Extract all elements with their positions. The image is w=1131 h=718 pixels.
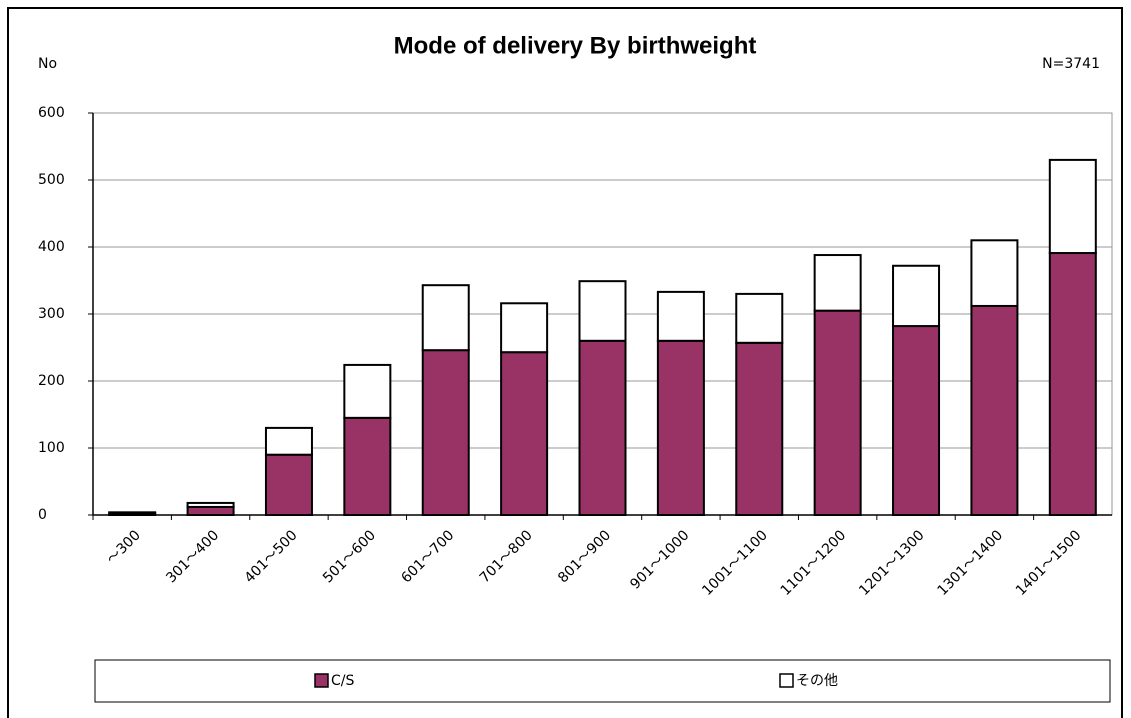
x-tick-label: 301〜400 [163,527,222,586]
bar-segment [500,351,549,516]
y-tick-label: 600 [38,105,65,121]
legend-swatch [314,673,329,688]
bar-segment [264,426,313,456]
legend-box [94,659,1111,703]
x-tick-label: 1201〜1300 [856,527,928,599]
y-tick-label: 400 [38,239,65,255]
bar-segment [500,302,549,354]
bar-segment [1048,252,1097,516]
bar-segment [264,453,313,517]
annotation: N=3741 [1042,56,1100,72]
bar-segment [735,292,784,344]
x-tick-label: 〜300 [104,527,144,567]
y-tick-label: 200 [38,373,65,389]
x-tick-label: 1101〜1200 [778,527,850,599]
x-tick-label: 401〜500 [242,527,301,586]
legend-swatch [779,673,794,688]
bar-segment [578,280,627,342]
bar-segment [578,339,627,516]
bar-segment [1048,158,1097,255]
bar-segment [656,290,705,342]
x-tick-label: 701〜800 [477,527,536,586]
x-tick-label: 501〜600 [320,527,379,586]
bar-segment [656,339,705,516]
bar-segment [108,511,157,515]
y-tick-label: 300 [38,306,65,322]
x-tick-label: 1001〜1100 [699,527,771,599]
legend-label: その他 [796,673,838,689]
y-tick-label: 100 [38,440,65,456]
bar-segment [421,349,470,516]
x-tick-label: 1401〜1500 [1013,527,1085,599]
x-tick-label: 601〜700 [398,527,457,586]
x-tick-label: 801〜900 [555,527,614,586]
bar-segment [343,363,392,419]
y-tick-label: 500 [38,172,65,188]
bar-segment [421,284,470,352]
bar-segment [343,416,392,517]
bar-segment [970,239,1019,307]
bar-segment [735,341,784,516]
chart-title: Mode of delivery By birthweight [394,32,757,59]
bar-segment [186,501,235,508]
legend-label: C/S [331,673,354,689]
bar-segment [813,254,862,312]
bar-segment [186,505,235,516]
bar-segment [892,325,941,516]
x-tick-label: 901〜1000 [627,527,692,592]
x-tick-label: 1301〜1400 [934,527,1006,599]
bar-segment [970,304,1019,516]
bar-segment [892,264,941,328]
y-axis-label: No [38,56,57,72]
bar-segment [813,309,862,516]
y-tick-label: 0 [38,507,47,523]
frame [7,7,1123,718]
